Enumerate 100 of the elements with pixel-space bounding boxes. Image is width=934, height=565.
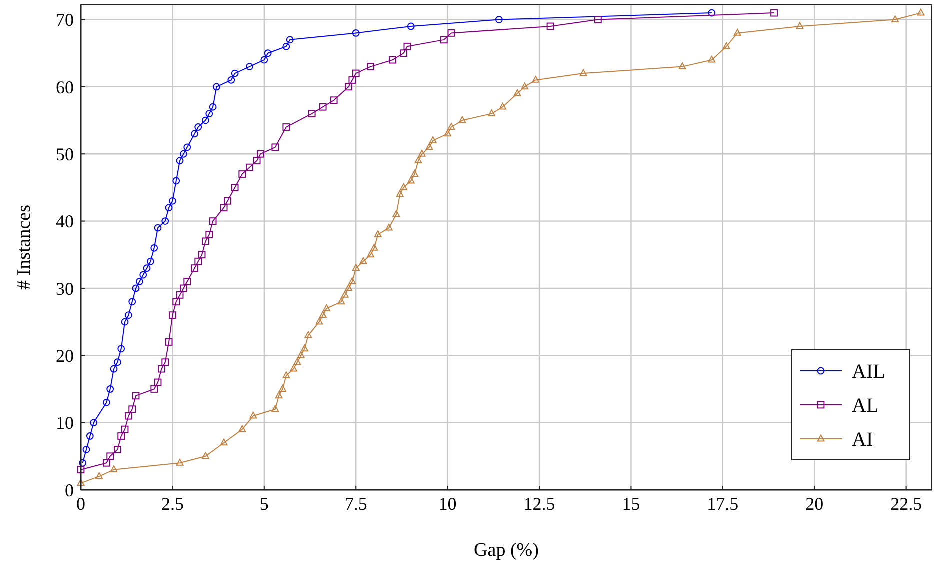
point xyxy=(279,385,286,392)
point xyxy=(514,89,522,96)
point xyxy=(110,466,118,473)
point xyxy=(224,197,232,205)
point xyxy=(246,164,254,172)
y-tick-label: 10 xyxy=(56,413,74,434)
point xyxy=(917,8,925,16)
point xyxy=(169,312,176,320)
point xyxy=(162,358,170,366)
point xyxy=(546,22,554,30)
point xyxy=(121,426,129,434)
point xyxy=(128,298,136,306)
point xyxy=(110,365,118,373)
point xyxy=(892,16,900,22)
point xyxy=(253,157,261,165)
point xyxy=(282,124,290,131)
point xyxy=(260,56,268,64)
point xyxy=(202,116,210,124)
point xyxy=(722,42,730,50)
point xyxy=(206,110,214,118)
point xyxy=(352,30,360,37)
x-axis-title: Gap (%) xyxy=(474,540,539,561)
point xyxy=(128,406,136,414)
point xyxy=(169,197,176,205)
point xyxy=(440,36,448,44)
point xyxy=(323,304,330,312)
point xyxy=(345,83,352,91)
point xyxy=(385,224,393,231)
x-tick-label: 5 xyxy=(260,494,269,514)
point xyxy=(238,425,246,432)
x-tick-label: 17.5 xyxy=(707,494,739,514)
point xyxy=(202,452,210,460)
point xyxy=(209,218,217,225)
point xyxy=(140,271,148,279)
point xyxy=(158,365,166,373)
point xyxy=(172,298,180,306)
point xyxy=(132,284,140,292)
point xyxy=(86,432,94,440)
point xyxy=(118,345,126,353)
y-tick-label: 30 xyxy=(56,278,74,299)
point xyxy=(282,372,290,379)
point xyxy=(194,124,202,131)
point xyxy=(79,459,87,467)
point xyxy=(77,466,85,474)
point xyxy=(213,83,220,91)
point xyxy=(121,318,129,326)
point xyxy=(184,144,192,152)
point xyxy=(414,156,422,164)
point xyxy=(418,150,426,157)
point xyxy=(194,258,202,266)
point xyxy=(407,176,415,184)
y-tick-label: 60 xyxy=(56,77,74,98)
point xyxy=(146,258,154,266)
point xyxy=(238,170,246,178)
point xyxy=(400,184,408,190)
point xyxy=(154,378,162,386)
y-tick-label: 20 xyxy=(56,346,74,366)
point xyxy=(330,96,338,104)
point xyxy=(370,244,378,251)
point xyxy=(220,204,228,212)
point xyxy=(176,458,184,466)
x-tick-label: 10 xyxy=(438,494,457,514)
x-tick-label: 12.5 xyxy=(524,494,556,514)
point xyxy=(319,311,327,318)
point xyxy=(209,103,217,111)
point xyxy=(165,338,173,346)
point xyxy=(231,184,239,192)
point xyxy=(176,291,184,299)
point xyxy=(90,419,98,427)
point xyxy=(426,143,434,150)
point xyxy=(708,9,716,17)
point xyxy=(124,412,132,420)
point xyxy=(429,136,437,144)
point xyxy=(360,257,368,264)
point xyxy=(499,102,507,110)
x-tick-label: 2.5 xyxy=(161,494,184,514)
point xyxy=(172,177,180,185)
point xyxy=(678,62,686,70)
point xyxy=(96,472,104,480)
y-axis-title: # Instances xyxy=(14,205,35,290)
x-tick-label: 20 xyxy=(806,494,824,514)
point xyxy=(294,358,302,366)
point xyxy=(345,284,352,292)
point xyxy=(106,452,114,460)
point xyxy=(220,438,228,446)
point xyxy=(136,278,144,286)
point xyxy=(282,42,290,50)
point xyxy=(264,50,272,58)
point xyxy=(124,312,132,320)
point xyxy=(250,412,258,419)
point xyxy=(180,150,188,158)
point xyxy=(228,76,236,84)
point xyxy=(106,386,114,393)
point xyxy=(143,264,151,272)
point xyxy=(176,157,184,165)
point xyxy=(400,50,408,58)
point xyxy=(521,82,529,90)
point xyxy=(796,22,804,30)
point xyxy=(532,76,540,83)
point xyxy=(198,251,206,259)
